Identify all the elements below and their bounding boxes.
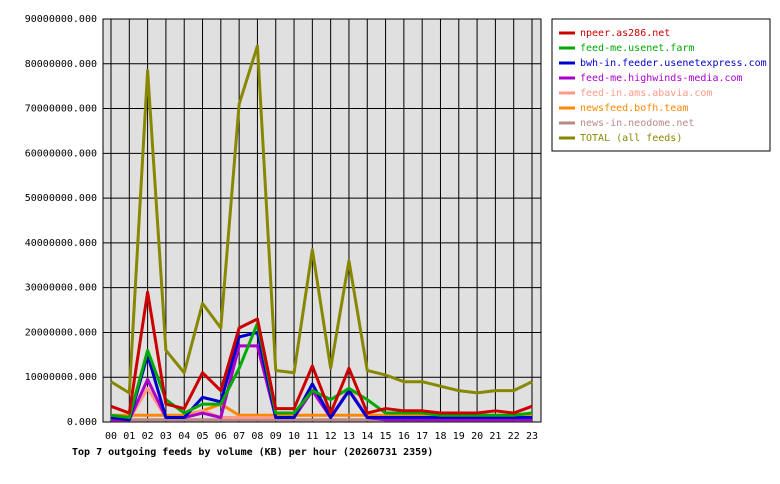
x-tick-label: 22: [508, 431, 520, 442]
x-tick-label: 05: [196, 431, 208, 442]
x-tick-label: 13: [343, 431, 355, 442]
y-tick-label: 80000000.000: [25, 59, 97, 70]
y-tick-label: 50000000.000: [25, 193, 97, 204]
x-tick-label: 20: [471, 431, 483, 442]
legend-label: npeer.as286.net: [580, 28, 670, 39]
x-tick-label: 08: [251, 431, 263, 442]
x-tick-label: 09: [270, 431, 282, 442]
legend-label: news-in.neodome.net: [580, 118, 694, 129]
chart-title: Top 7 outgoing feeds by volume (KB) per …: [72, 446, 433, 458]
y-tick-label: 10000000.000: [25, 372, 97, 383]
legend: [551, 18, 771, 152]
series-line: [110, 321, 533, 420]
legend-label: TOTAL (all feeds): [580, 133, 682, 144]
x-tick-label: 15: [380, 431, 392, 442]
x-tick-label: 23: [526, 431, 538, 442]
x-tick-label: 19: [453, 431, 465, 442]
x-tick-label: 18: [434, 431, 446, 442]
x-tick-label: 17: [416, 431, 428, 442]
legend-label: feed-in.ams.abavia.com: [580, 88, 712, 99]
x-tick-label: 00: [105, 431, 117, 442]
series-line: [110, 44, 533, 395]
series-line: [110, 330, 532, 422]
x-tick-label: 16: [398, 431, 410, 442]
x-tick-label: 04: [178, 431, 190, 442]
legend-label: feed-me.usenet.farm: [580, 43, 694, 54]
x-tick-label: 06: [215, 431, 227, 442]
x-tick-label: 12: [325, 431, 337, 442]
y-tick-label: 0.000: [67, 417, 97, 428]
y-tick-label: 30000000.000: [25, 283, 97, 294]
x-tick-label: 02: [142, 431, 154, 442]
y-tick-label: 20000000.000: [25, 327, 97, 338]
y-tick-label: 70000000.000: [25, 104, 97, 115]
series-line: [110, 290, 533, 415]
x-tick-label: 01: [123, 431, 135, 442]
x-tick-label: 10: [288, 431, 300, 442]
plot-area: [102, 18, 542, 423]
x-tick-label: 21: [489, 431, 501, 442]
x-tick-label: 14: [361, 431, 373, 442]
x-tick-label: 11: [306, 431, 318, 442]
y-tick-label: 90000000.000: [25, 14, 97, 25]
x-tick-label: 07: [233, 431, 245, 442]
x-tick-label: 03: [160, 431, 172, 442]
legend-label: feed-me.highwinds-media.com: [580, 73, 743, 84]
legend-label: bwh-in.feeder.usenetexpress.com: [580, 58, 767, 69]
legend-label: newsfeed.bofh.team: [580, 103, 688, 114]
y-tick-label: 60000000.000: [25, 148, 97, 159]
y-tick-label: 40000000.000: [25, 238, 97, 249]
